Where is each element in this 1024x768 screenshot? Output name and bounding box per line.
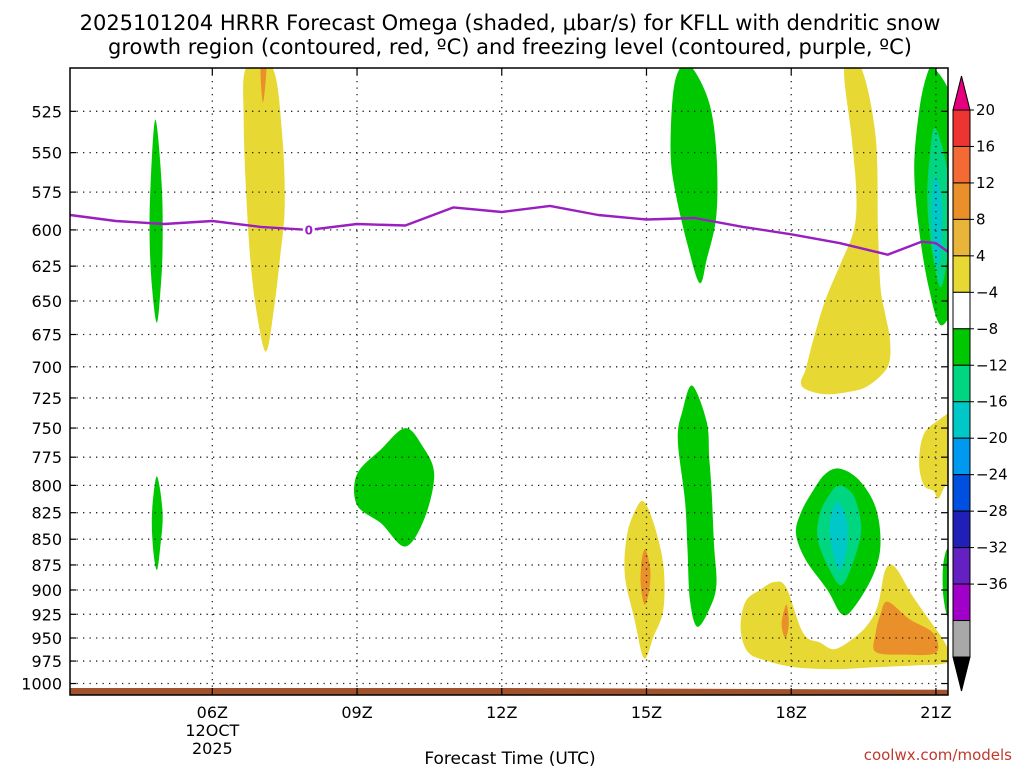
colorbar-label: −8 <box>976 320 998 338</box>
y-tick-label: 775 <box>31 448 62 467</box>
y-tick-label: 750 <box>31 419 62 438</box>
freezing-level-line <box>70 204 948 256</box>
colorbar-label: 12 <box>976 174 995 192</box>
y-tick-label: 700 <box>31 358 62 377</box>
y-tick-label: 550 <box>31 144 62 163</box>
y-tick-label: 650 <box>31 292 62 311</box>
colorbar-band <box>952 218 971 257</box>
freezing-level-contour: 0 <box>70 204 948 256</box>
colorbar-band <box>952 583 971 622</box>
x-axis-label: Forecast Time (UTC) <box>424 749 595 768</box>
colorbar-label: 8 <box>976 210 986 228</box>
colorbar-label: −24 <box>976 466 1008 484</box>
y-tick-label: 625 <box>31 257 62 276</box>
omega-region-positive-4-8 <box>919 413 948 499</box>
colorbar-label: −20 <box>976 429 1008 447</box>
colorbar-band <box>952 620 971 658</box>
colorbar-min-arrow <box>952 656 971 692</box>
chart-title-line-2: growth region (contoured, red, ºC) and f… <box>108 35 912 59</box>
colorbar-label: −36 <box>976 575 1008 593</box>
omega-region-negative-12-16 <box>829 501 848 570</box>
omega-region-negative-4-8 <box>149 119 163 323</box>
plot-frame <box>69 67 949 696</box>
colorbar-label: −12 <box>976 356 1008 374</box>
omega-region-positive-8-12 <box>781 604 789 638</box>
chart-title-line-1: 2025101204 HRRR Forecast Omega (shaded, … <box>80 11 941 35</box>
colorbar-band <box>952 182 971 220</box>
colorbar-band <box>952 109 971 147</box>
y-tick-label: 600 <box>31 221 62 240</box>
watermark-text: coolwx.com/models <box>864 746 1012 764</box>
omega-region-positive-8-12 <box>640 549 651 605</box>
x-tick-year: 2025 <box>192 739 233 758</box>
omega-region-negative-4-8 <box>354 428 435 547</box>
x-tick-label: 21Z <box>920 703 951 722</box>
x-tick-label: 15Z <box>631 703 662 722</box>
colorbar: 20 16 12 8 4 −4 −8 −12 −16 −20 −24 −28 −32 −36 <box>952 75 1008 692</box>
colorbar-band <box>952 328 971 366</box>
omega-region-positive-8-12 <box>260 68 267 103</box>
colorbar-band <box>952 474 971 512</box>
x-tick-label: 09Z <box>341 703 372 722</box>
x-tick-date: 12OCT <box>185 721 239 740</box>
omega-region-negative-4-8 <box>942 549 948 616</box>
y-tick-label: 875 <box>31 556 62 575</box>
colorbar-band <box>952 547 971 585</box>
omega-shaded-regions <box>70 68 948 695</box>
colorbar-label: −16 <box>976 393 1008 411</box>
y-tick-label: 800 <box>31 476 62 495</box>
grid-lines <box>70 68 948 695</box>
y-tick-label: 900 <box>31 581 62 600</box>
y-tick-label: 725 <box>31 389 62 408</box>
omega-region-positive-4-8 <box>800 68 891 395</box>
y-tick-label: 825 <box>31 504 62 523</box>
omega-region-positive-4-8 <box>243 68 285 352</box>
colorbar-band <box>952 401 971 439</box>
y-tick-label: 1000 <box>21 675 62 694</box>
colorbar-label: 16 <box>976 137 995 155</box>
colorbar-band <box>952 364 971 403</box>
omega-region-negative-4-8 <box>677 385 717 627</box>
omega-region-positive-8-12 <box>873 601 939 656</box>
y-tick-label: 675 <box>31 325 62 344</box>
colorbar-label: 4 <box>976 247 986 265</box>
colorbar-band <box>952 145 971 184</box>
y-tick-label: 575 <box>31 183 62 202</box>
colorbar-band <box>952 437 971 476</box>
freezing-level-label-bg <box>302 221 315 237</box>
freezing-level-label: 0 <box>305 223 313 237</box>
colorbar-band <box>952 510 971 549</box>
omega-region-negative-4-8 <box>151 476 163 570</box>
x-tick-label: 12Z <box>486 703 517 722</box>
terrain-region <box>70 688 948 695</box>
x-tick-label: 18Z <box>776 703 807 722</box>
x-tick-label: 06Z <box>197 703 228 722</box>
y-tick-label: 850 <box>31 530 62 549</box>
y-tick-label: 525 <box>31 102 62 121</box>
colorbar-band <box>952 291 971 330</box>
colorbar-band <box>952 255 971 293</box>
y-axis: 525 550 575 600 625 650 675 700 725 750 775 800 825 8… <box>21 102 948 694</box>
y-tick-label: 925 <box>31 605 62 624</box>
y-tick-label: 975 <box>31 652 62 671</box>
y-tick-label: 950 <box>31 629 62 648</box>
omega-region-negative-4-8 <box>670 68 718 284</box>
colorbar-label: −28 <box>976 502 1008 520</box>
colorbar-label: −4 <box>976 283 998 301</box>
colorbar-label: 20 <box>976 101 995 119</box>
colorbar-label: −32 <box>976 539 1008 557</box>
